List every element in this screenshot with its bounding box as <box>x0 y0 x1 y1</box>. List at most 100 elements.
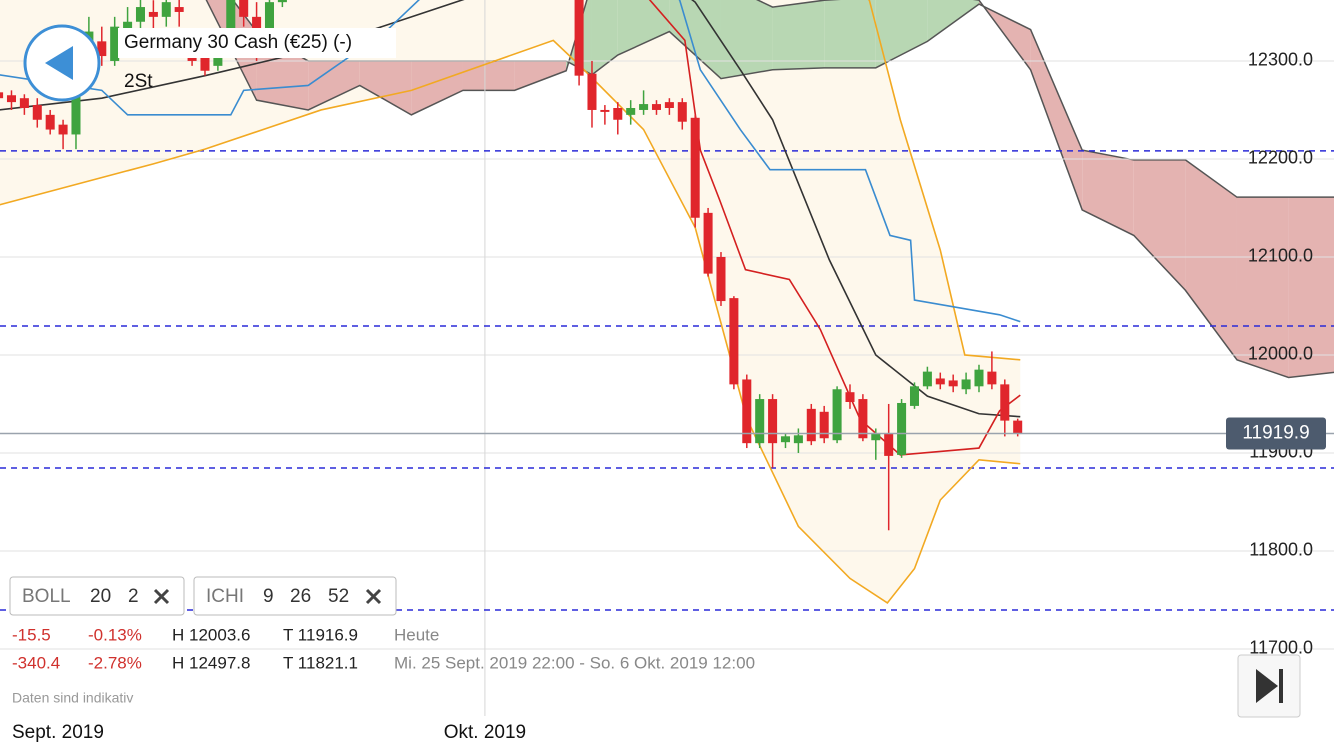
interval: 2St <box>124 71 153 92</box>
candle-body <box>948 380 958 387</box>
stat-change-pct: -0.13% <box>88 625 142 644</box>
stat-low: T 11916.9 <box>283 625 358 644</box>
indicator-param: 2 <box>128 586 139 607</box>
candle-body <box>871 433 881 441</box>
candle-body <box>690 117 700 218</box>
cloud-fill <box>720 0 773 79</box>
cloud-fill <box>772 0 825 70</box>
cloud-fill <box>1288 197 1334 378</box>
x-tick-box <box>424 716 545 750</box>
candle-body <box>252 16 262 32</box>
indicator-line <box>0 0 1021 418</box>
candles <box>0 0 1334 531</box>
cloud-fill <box>1133 159 1186 291</box>
candle-body <box>987 371 997 385</box>
candle-body <box>793 435 803 444</box>
candle-body <box>768 399 778 444</box>
candle-body <box>780 436 791 443</box>
candle-body <box>677 102 687 122</box>
cloud-fill <box>308 60 360 110</box>
plot-lines <box>0 0 1021 604</box>
candle-body <box>716 256 726 302</box>
cloud-fill <box>669 0 721 79</box>
indicator-param: 26 <box>290 586 311 607</box>
cloud-fill <box>514 60 567 91</box>
candle-body <box>32 105 42 120</box>
indicator-name: BOLL <box>22 586 71 607</box>
indicator-param: 52 <box>328 586 349 607</box>
cloud-fill <box>824 0 876 68</box>
cloud-fill <box>1185 159 1237 360</box>
axis-labels: 12300.012200.012100.012000.011900.011800… <box>424 50 1326 750</box>
candle-body <box>935 378 945 385</box>
candle-body <box>574 0 584 76</box>
candle-body <box>226 0 236 42</box>
stat-high: H 12003.6 <box>172 625 250 644</box>
back-icon <box>45 46 73 80</box>
candle-body <box>135 7 145 22</box>
stat-change: -340.4 <box>12 653 60 672</box>
candle-body <box>703 212 713 274</box>
candle-body <box>600 109 610 112</box>
indicator-line <box>648 0 1021 456</box>
candle-body <box>639 104 649 110</box>
indicator-line <box>0 0 1021 323</box>
y-tick-label: 11800.0 <box>1249 540 1313 560</box>
candle-body <box>587 73 597 110</box>
cloud-fill <box>591 0 618 75</box>
indicator-pill[interactable]: ICHI 9 26 52 <box>193 576 397 616</box>
candle-body <box>6 95 16 103</box>
cloud-fill <box>617 0 670 56</box>
candle-body <box>664 102 674 108</box>
band-upper <box>867 0 1021 361</box>
cloud-fill <box>927 0 979 42</box>
x-tick-label: Okt. 2019 <box>444 722 526 743</box>
skip-icon <box>1256 669 1278 703</box>
period-label: Sept. 2019 <box>12 722 104 743</box>
candle-body <box>858 399 868 439</box>
candle-body <box>806 408 816 442</box>
candle-body <box>729 298 739 385</box>
candle-body <box>200 51 210 71</box>
indicator-pill[interactable]: BOLL 20 2 <box>9 576 185 616</box>
candle-body <box>123 21 133 32</box>
y-tick-label: 12300.0 <box>1248 50 1313 70</box>
cloud-fill <box>359 60 412 115</box>
candle-body <box>651 104 662 110</box>
band-fill <box>0 0 1021 603</box>
stat-high: H 12497.8 <box>172 653 250 672</box>
ui-overlay: Germany 30 Cash (€25) (-) 2St BOLL 20 2 … <box>4 24 1301 750</box>
candle-body <box>58 124 68 135</box>
cloud-fill <box>875 0 928 68</box>
remove-icon[interactable] <box>153 588 170 605</box>
candle-body <box>897 402 907 455</box>
stat-change-pct: -2.78% <box>88 653 142 672</box>
y-tick-label: 12000.0 <box>1248 344 1313 364</box>
footnote: Daten sind indikativ <box>12 690 133 706</box>
candle-body <box>161 2 171 17</box>
candle-body <box>45 114 55 130</box>
cloud-fill <box>1236 197 1289 378</box>
pill-box[interactable] <box>9 576 185 616</box>
remove-icon[interactable] <box>365 588 382 605</box>
candle-body <box>832 389 842 441</box>
title-box <box>118 28 396 58</box>
y-tick-label: 12100.0 <box>1248 246 1313 266</box>
candle-body <box>0 92 4 99</box>
skip-to-end-button[interactable] <box>1237 654 1301 718</box>
skip-icon-bar <box>1279 669 1283 703</box>
stat-period: Mi. 25 Sept. 2019 22:00 - So. 6 Okt. 201… <box>394 653 755 672</box>
candle-body <box>174 7 184 12</box>
back-button[interactable] <box>23 24 101 102</box>
indicator-param: 20 <box>90 586 111 607</box>
candle-body <box>922 371 932 387</box>
stat-period: Heute <box>394 625 439 644</box>
period-label-box <box>4 716 128 750</box>
candle-body <box>148 11 158 17</box>
candle-body <box>97 41 107 57</box>
price-tag-label: 11919.9 <box>1242 422 1309 443</box>
pill-box[interactable] <box>193 576 397 616</box>
cloud-edge <box>231 0 1334 198</box>
candle-body <box>626 107 636 115</box>
y-tick-label: 12200.0 <box>1248 148 1313 168</box>
